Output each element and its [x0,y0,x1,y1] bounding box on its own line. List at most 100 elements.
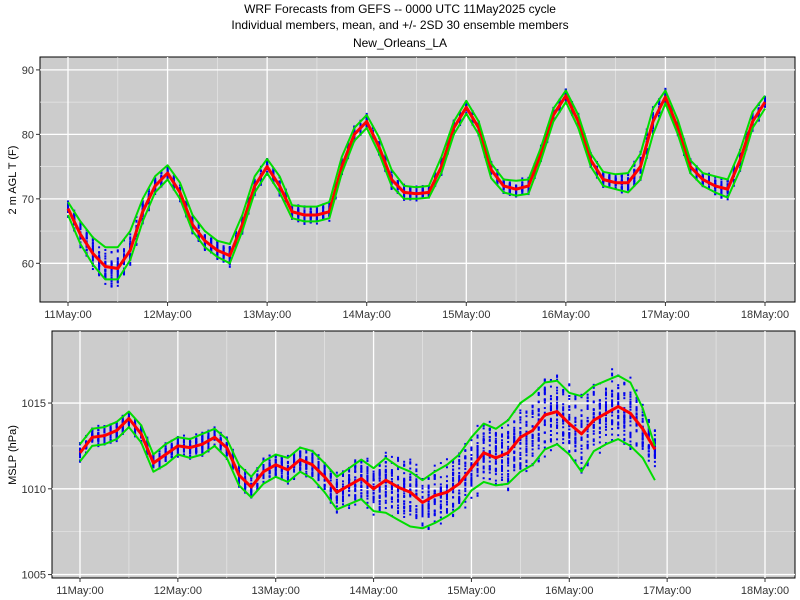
member-point [274,471,277,474]
member-point [527,187,530,190]
member-point [378,487,381,490]
member-point [213,438,216,441]
member-point [366,506,369,509]
member-point [757,114,760,117]
member-point [179,186,182,189]
member-point [154,180,157,183]
member-point [372,499,375,502]
member-point [378,508,381,511]
member-point [726,183,729,186]
member-point [421,189,424,192]
member-point [104,248,107,251]
member-point [210,242,213,245]
member-point [707,176,710,179]
member-point [116,257,119,260]
member-point [250,492,253,495]
member-point [129,233,132,236]
member-point [415,195,418,198]
member-point [329,496,332,499]
member-point [228,246,231,249]
member-point [409,195,412,198]
member-point [620,191,623,194]
member-point [170,451,173,454]
member-point [348,482,351,485]
member-point [714,179,717,182]
member-point [323,471,326,474]
member-point [79,223,82,226]
member-point [129,254,132,257]
member-point [360,492,363,495]
member-point [726,192,729,195]
member-point [378,140,381,143]
member-point [127,412,130,415]
member-point [303,210,306,213]
member-point [91,241,94,244]
member-point [311,459,314,462]
member-point [116,279,119,282]
member-point [311,471,314,474]
member-point [639,158,642,161]
member-point [98,268,101,271]
member-point [123,263,126,266]
member-point [127,421,130,424]
member-point [216,257,219,260]
member-point [164,450,167,453]
member-point [116,271,119,274]
member-point [238,477,241,480]
member-point [98,251,101,254]
member-point [98,254,101,257]
member-point [664,93,667,96]
member-point [244,488,247,491]
member-point [372,496,375,499]
member-point [371,137,374,140]
member-point [152,457,155,460]
member-point [329,495,332,498]
member-point [79,452,81,455]
member-point [170,446,173,449]
member-point [176,455,179,458]
member-point [256,473,259,476]
member-point [329,490,332,493]
member-point [354,487,357,490]
member-point [129,253,132,256]
member-point [317,457,320,460]
member-point [176,448,179,451]
member-point [335,498,338,501]
member-point [348,476,351,479]
member-point [651,112,654,115]
member-point [129,242,132,245]
member-point [135,224,138,227]
member-point [323,465,326,468]
member-point [564,92,567,95]
member-point [280,458,283,461]
member-point [274,458,277,461]
member-point [225,444,228,447]
series-mean-plus-2sd [67,89,766,249]
member-point [146,452,149,455]
member-point [141,217,144,220]
member-point [299,454,302,457]
member-point [348,479,351,482]
member-point [268,454,271,457]
member-point [323,483,326,486]
member-point [278,194,281,197]
member-point [329,486,332,489]
member-point [197,226,200,229]
member-point [323,478,326,481]
member-point [73,214,76,217]
member-point [465,104,468,107]
member-point [360,464,363,467]
member-point [366,459,369,462]
member-point [366,468,369,471]
member-point [707,178,710,181]
member-point [508,191,511,194]
member-point [322,206,325,209]
member-point [158,462,161,465]
member-point [620,183,623,186]
member-point [116,263,119,266]
y-tick-label: 60 [22,258,34,270]
member-point [268,459,271,462]
member-point [123,255,126,258]
member-point [109,426,112,429]
member-point [299,451,302,454]
